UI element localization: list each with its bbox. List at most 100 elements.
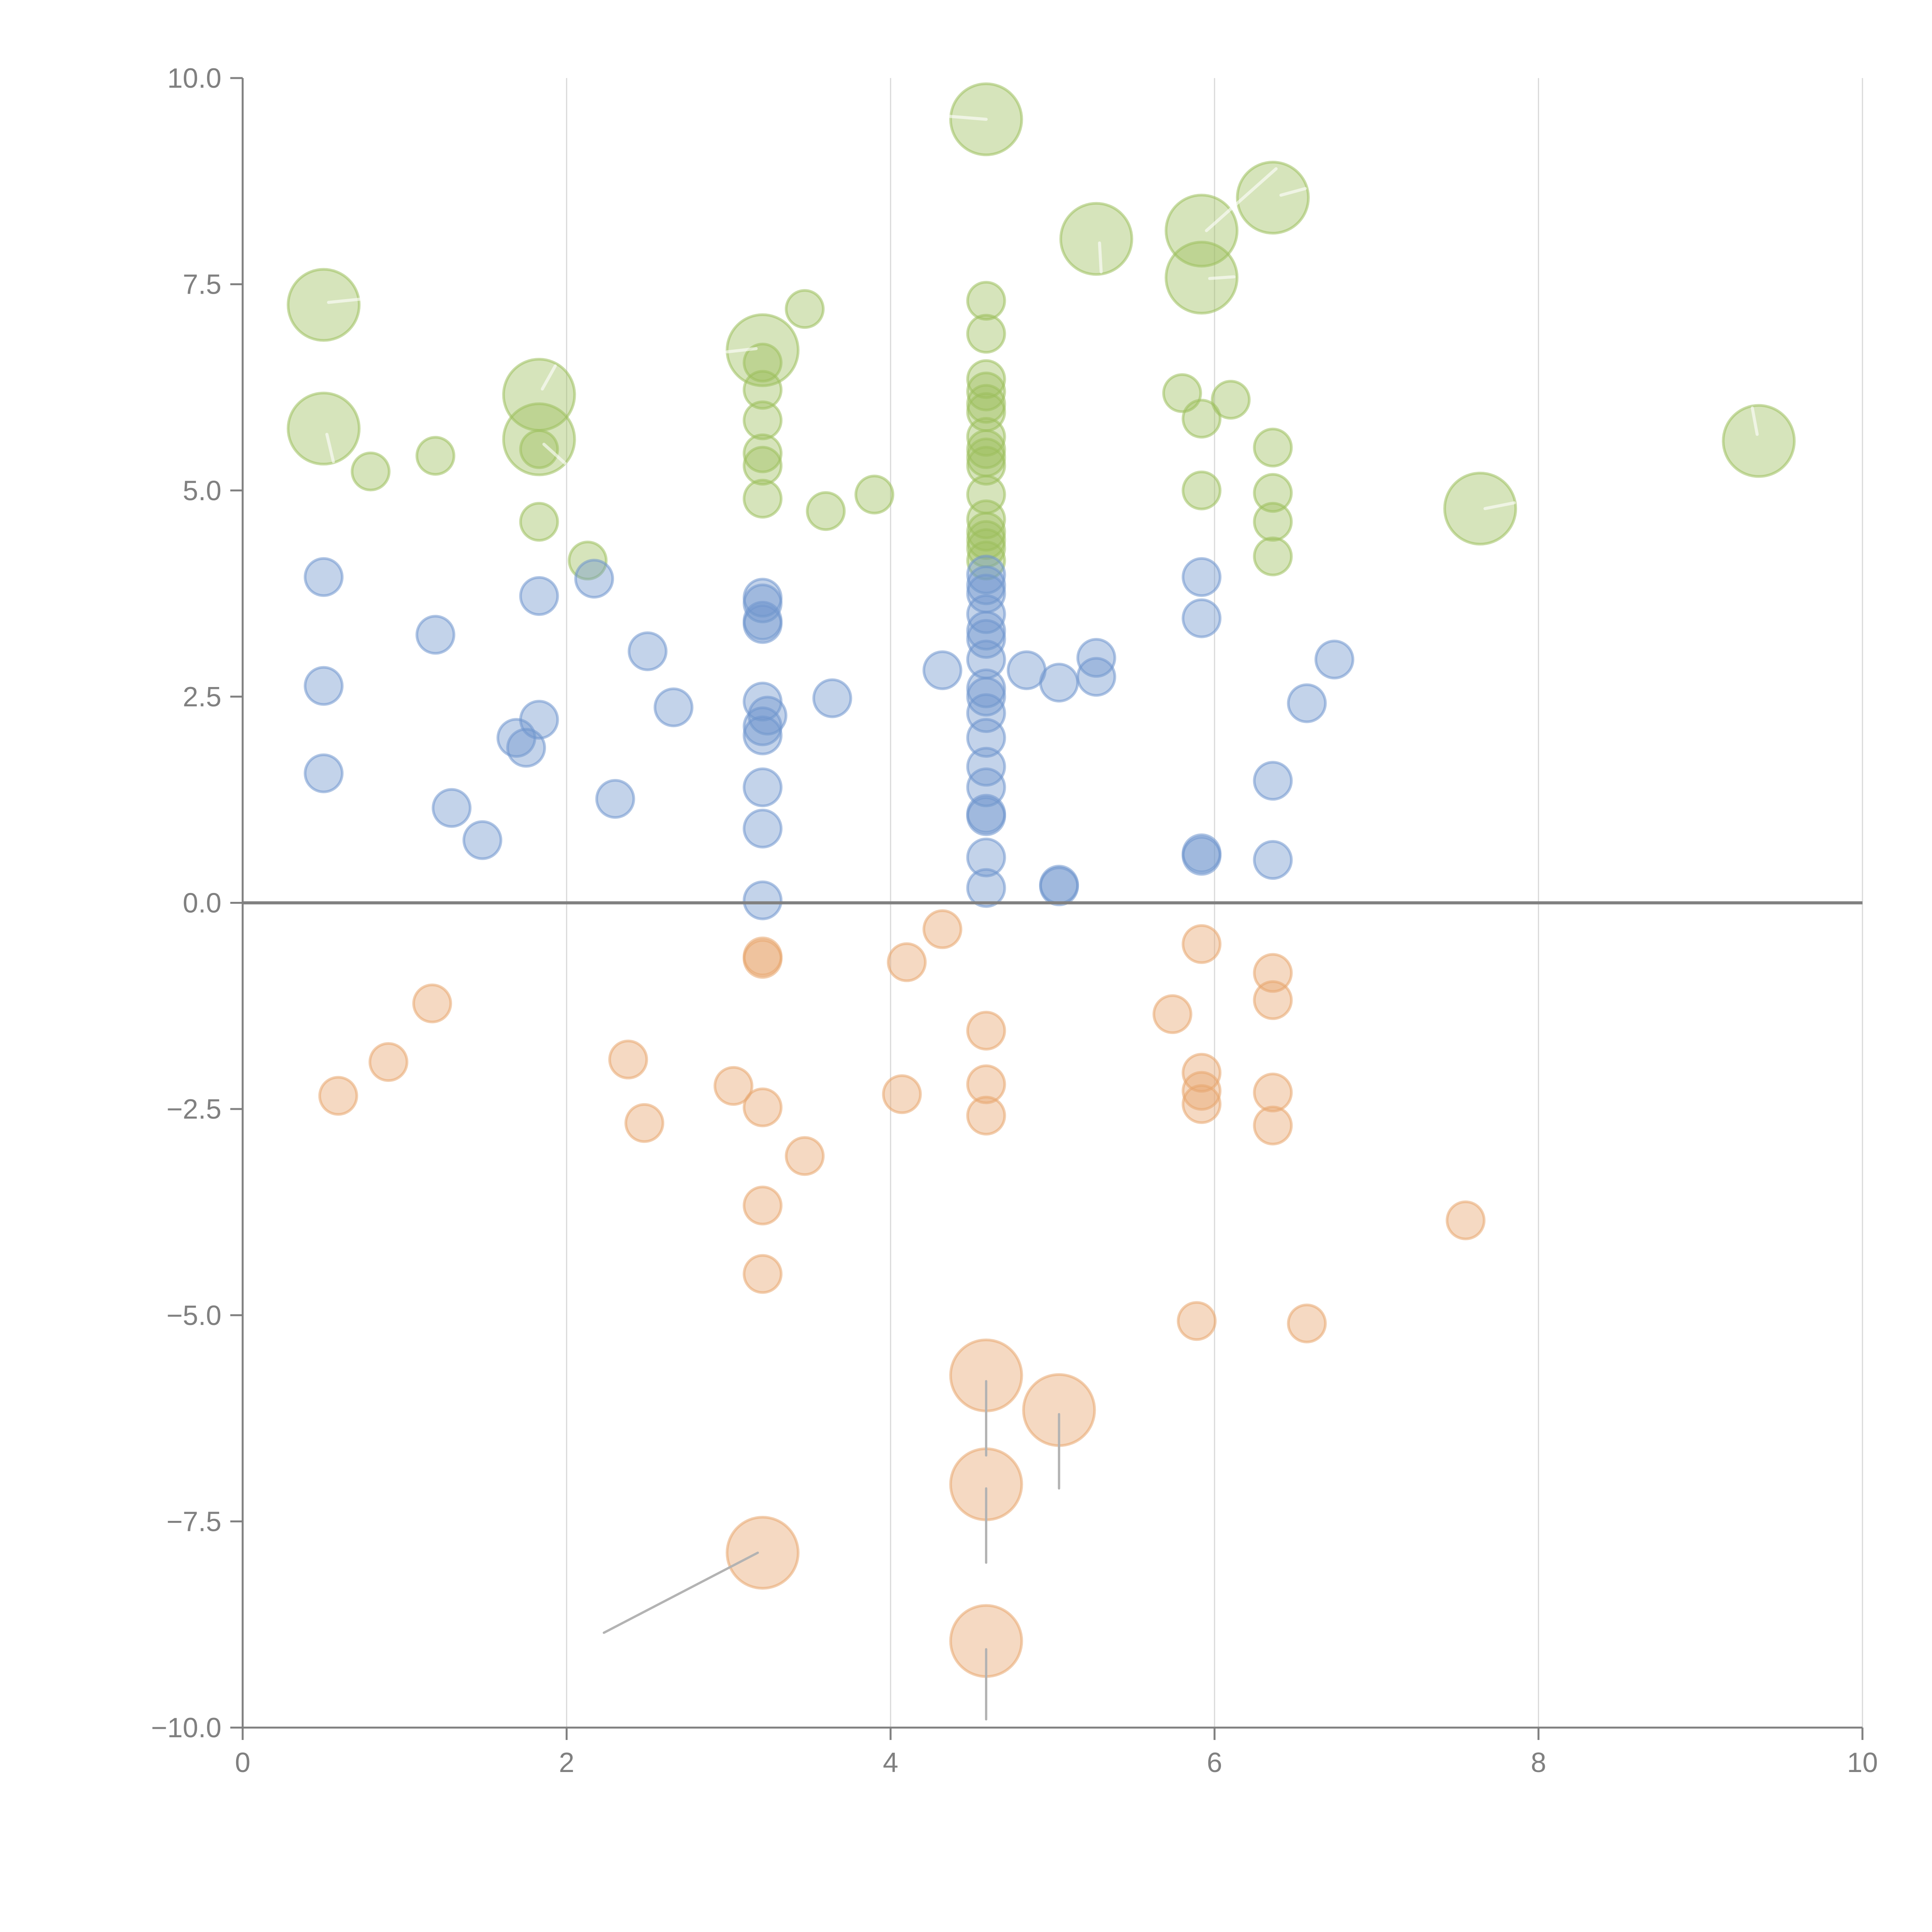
series-blue	[304, 554, 1354, 920]
point-orange-14	[887, 942, 927, 982]
y-tick-label: −10.0	[151, 1713, 221, 1743]
point-blue-4	[432, 788, 472, 828]
annotation-leader-7	[325, 433, 335, 463]
point-blue-33	[966, 619, 1006, 659]
y-tick-label: −5.0	[167, 1300, 221, 1331]
point-green-46	[1253, 502, 1293, 542]
point-orange-23	[1152, 994, 1192, 1034]
annotation-leader-6	[327, 298, 363, 304]
point-green-42	[1165, 241, 1239, 315]
point-green-44	[1253, 427, 1293, 468]
point-green-20	[966, 281, 1006, 321]
point-orange-11	[743, 1254, 783, 1294]
point-blue-43	[966, 837, 1006, 878]
annotation-leader-8	[541, 364, 557, 391]
point-orange-16	[966, 1010, 1006, 1051]
point-blue-22	[743, 767, 783, 808]
point-orange-7	[743, 939, 783, 979]
point-orange-31	[1253, 1072, 1293, 1112]
point-green-14	[743, 446, 783, 486]
y-tick-label: 2.5	[183, 682, 221, 713]
point-orange-2	[412, 983, 452, 1024]
point-blue-57	[1314, 639, 1354, 680]
point-orange-13	[882, 1074, 922, 1114]
x-tick-label: 6	[1207, 1747, 1222, 1778]
point-blue-55	[1253, 840, 1293, 880]
point-blue-23	[743, 808, 783, 849]
point-green-39	[1211, 379, 1251, 420]
point-blue-50	[1182, 557, 1222, 597]
point-green-43	[1236, 161, 1310, 235]
point-orange-30	[1253, 980, 1293, 1020]
point-blue-54	[1253, 761, 1293, 801]
point-orange-0	[318, 1076, 358, 1116]
x-tick-label: 0	[235, 1747, 250, 1778]
point-orange-5	[713, 1066, 753, 1106]
point-green-49	[1722, 404, 1796, 478]
point-orange-27	[1182, 1084, 1222, 1124]
point-blue-0	[304, 557, 344, 597]
y-tick-label: −2.5	[167, 1094, 221, 1125]
point-green-13	[743, 433, 783, 473]
point-green-17	[806, 491, 846, 531]
point-green-45	[1253, 473, 1293, 513]
point-orange-9	[785, 1136, 825, 1176]
x-tick-label: 8	[1531, 1747, 1546, 1778]
series-orange	[318, 909, 1486, 1678]
y-tick-label: 5.0	[183, 475, 221, 506]
point-blue-13	[653, 687, 694, 728]
point-green-3	[415, 436, 456, 476]
annotation-leader-13	[1208, 275, 1236, 280]
point-blue-20	[743, 706, 783, 747]
point-blue-36	[966, 677, 1006, 717]
point-orange-4	[624, 1103, 665, 1143]
point-blue-5	[462, 820, 502, 860]
point-green-18	[854, 474, 895, 515]
point-green-2	[350, 451, 391, 492]
y-tick-label: 10.0	[167, 63, 221, 94]
point-green-6	[519, 429, 559, 469]
annotation-leader-15	[1483, 501, 1516, 510]
point-blue-26	[922, 650, 963, 690]
point-blue-25	[812, 678, 852, 718]
annotation-leader-0	[602, 1551, 759, 1634]
point-blue-56	[1287, 683, 1327, 723]
point-green-29	[966, 446, 1006, 486]
point-orange-34	[1446, 1200, 1486, 1240]
point-blue-24	[743, 880, 783, 920]
point-blue-46	[1039, 866, 1079, 906]
y-tick-label: 7.5	[183, 269, 221, 300]
point-green-31	[966, 499, 1006, 539]
x-tick-label: 2	[559, 1747, 574, 1778]
y-axis-ticks: 10.0 7.5 5.0 2.5 0.0 −2.5 −5.0 −7.5 −10.0	[151, 63, 243, 1743]
point-orange-17	[966, 1064, 1006, 1104]
x-tick-label: 10	[1847, 1747, 1878, 1778]
annotation-leader-10	[725, 347, 758, 354]
annotation-leaders	[325, 112, 1759, 1721]
point-green-40	[1182, 470, 1222, 510]
point-blue-11	[595, 779, 635, 819]
point-blue-51	[1182, 598, 1222, 638]
axes	[242, 78, 1862, 1729]
point-blue-42	[966, 796, 1006, 836]
point-orange-28	[1177, 1301, 1217, 1341]
point-green-36	[1059, 202, 1133, 276]
point-orange-10	[743, 1185, 783, 1226]
point-green-16	[785, 289, 825, 329]
annotation-leader-12	[1205, 167, 1278, 232]
point-orange-8	[743, 1087, 783, 1128]
point-blue-44	[966, 868, 1006, 908]
annotation-leader-11	[1098, 241, 1103, 274]
point-blue-8	[519, 576, 559, 616]
point-orange-18	[966, 1095, 1006, 1136]
annotation-leader-14	[1279, 187, 1307, 197]
point-green-11	[743, 370, 783, 410]
point-blue-9	[519, 700, 559, 740]
point-green-10	[743, 342, 783, 383]
point-green-1	[287, 391, 361, 466]
point-blue-49	[1076, 657, 1116, 697]
point-green-15	[743, 479, 783, 519]
point-orange-15	[922, 909, 963, 949]
point-green-47	[1253, 536, 1293, 577]
